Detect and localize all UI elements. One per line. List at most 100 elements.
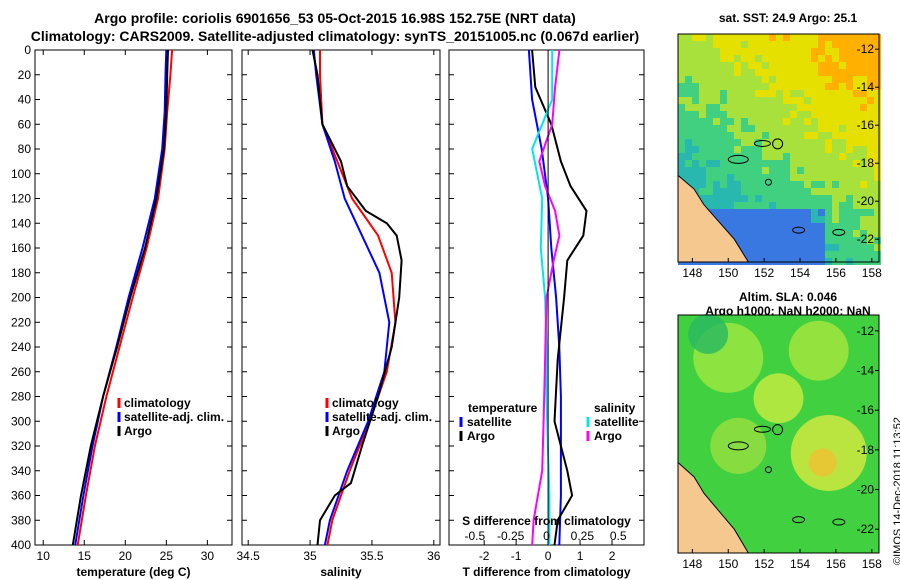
- sst-cell: [846, 125, 853, 132]
- sst-cell: [720, 34, 727, 41]
- sst-cell: [727, 174, 734, 181]
- sst-cell: [734, 69, 741, 76]
- sst-cell: [734, 132, 741, 139]
- sst-cell: [720, 216, 727, 223]
- sst-cell: [776, 139, 783, 146]
- sst-cell: [811, 48, 818, 55]
- sst-cell: [867, 230, 874, 237]
- sst-cell: [790, 153, 797, 160]
- sst-cell: [741, 111, 748, 118]
- sst-cell: [776, 62, 783, 69]
- sst-cell: [832, 111, 839, 118]
- legend-label: satellite-adj. clim.: [332, 410, 432, 424]
- sst-cell: [678, 111, 685, 118]
- sst-cell: [720, 160, 727, 167]
- lon-tick-label: 152: [754, 266, 774, 280]
- sst-cell: [755, 167, 762, 174]
- sst-cell: [713, 104, 720, 111]
- sst-cell: [818, 111, 825, 118]
- sst-cell: [748, 244, 755, 251]
- sst-cell: [790, 83, 797, 90]
- sst-cell: [839, 188, 846, 195]
- sst-cell: [797, 104, 804, 111]
- sst-cell: [811, 160, 818, 167]
- sst-cell: [790, 125, 797, 132]
- sst-cell: [720, 132, 727, 139]
- sst-cell: [832, 153, 839, 160]
- y-tick-label: 280: [11, 390, 31, 404]
- sst-cell: [797, 237, 804, 244]
- sst-cell: [853, 188, 860, 195]
- sst-cell: [832, 202, 839, 209]
- sst-cell: [818, 41, 825, 48]
- sst-cell: [790, 230, 797, 237]
- sst-cell: [699, 41, 706, 48]
- sst-cell: [769, 55, 776, 62]
- sst-cell: [846, 97, 853, 104]
- sst-cell: [692, 83, 699, 90]
- sst-cell: [846, 167, 853, 174]
- sst-cell: [818, 34, 825, 41]
- sst-cell: [678, 160, 685, 167]
- sst-cell: [720, 69, 727, 76]
- sst-cell: [755, 174, 762, 181]
- sst-cell: [685, 90, 692, 97]
- sst-cell: [713, 76, 720, 83]
- sst-cell: [727, 104, 734, 111]
- sst-cell: [867, 139, 874, 146]
- sst-cell: [727, 132, 734, 139]
- legend-label: satellite: [467, 415, 512, 429]
- sst-cell: [867, 111, 874, 118]
- lat-tick-label: -12: [857, 42, 875, 56]
- sst-cell: [720, 167, 727, 174]
- sst-cell: [734, 188, 741, 195]
- sst-cell: [748, 48, 755, 55]
- sst-cell: [811, 118, 818, 125]
- sst-cell: [762, 216, 769, 223]
- sst-cell: [846, 188, 853, 195]
- sst-cell: [706, 195, 713, 202]
- x-tick-label: 30: [201, 549, 215, 563]
- x-tick-label: 10: [37, 549, 51, 563]
- sst-cell: [860, 251, 867, 258]
- sst-cell: [846, 174, 853, 181]
- sst-cell: [734, 237, 741, 244]
- sst-cell: [706, 167, 713, 174]
- sst-cell: [713, 181, 720, 188]
- sst-cell: [699, 34, 706, 41]
- chart-title-line2: Climatology: CARS2009. Satellite-adjuste…: [30, 28, 640, 44]
- sst-cell: [783, 181, 790, 188]
- sst-cell: [699, 83, 706, 90]
- sst-cell: [678, 90, 685, 97]
- y-tick-label: 20: [18, 68, 32, 82]
- sst-cell: [741, 251, 748, 258]
- sst-cell: [825, 125, 832, 132]
- sst-cell: [811, 97, 818, 104]
- sst-cell: [797, 223, 804, 230]
- sst-cell: [755, 160, 762, 167]
- sst-cell: [685, 132, 692, 139]
- sst-cell: [804, 195, 811, 202]
- sst-cell: [678, 55, 685, 62]
- sst-cell: [874, 188, 881, 195]
- y-tick-label: 340: [11, 464, 31, 478]
- sst-cell: [853, 111, 860, 118]
- sst-cell: [846, 34, 853, 41]
- sst-cell: [811, 146, 818, 153]
- sst-cell: [797, 174, 804, 181]
- sst-cell: [839, 153, 846, 160]
- sst-cell: [713, 195, 720, 202]
- sst-cell: [678, 48, 685, 55]
- sst-cell: [692, 146, 699, 153]
- sst-cell: [839, 202, 846, 209]
- sst-cell: [811, 76, 818, 83]
- top-tick-label: 0: [543, 529, 550, 543]
- legend-heading-salinity: salinity: [594, 401, 636, 415]
- sst-cell: [818, 174, 825, 181]
- sst-cell: [853, 146, 860, 153]
- sst-cell: [706, 111, 713, 118]
- sst-cell: [685, 167, 692, 174]
- sst-cell: [811, 34, 818, 41]
- sst-cell: [713, 139, 720, 146]
- sst-cell: [839, 97, 846, 104]
